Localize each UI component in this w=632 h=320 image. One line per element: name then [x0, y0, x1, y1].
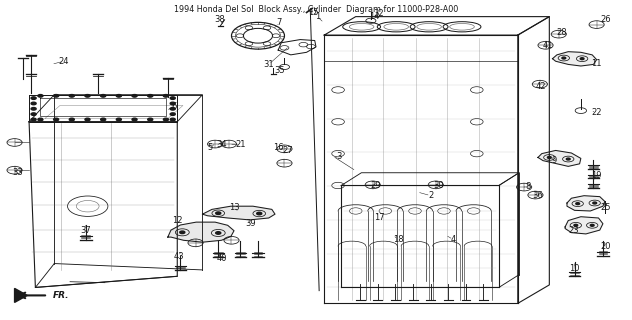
- Circle shape: [574, 224, 578, 226]
- Text: 10: 10: [569, 264, 580, 274]
- Polygon shape: [567, 196, 605, 211]
- Circle shape: [593, 202, 597, 204]
- Circle shape: [31, 102, 36, 105]
- Text: 36: 36: [533, 190, 544, 200]
- Circle shape: [216, 212, 221, 214]
- Circle shape: [38, 118, 43, 121]
- Circle shape: [170, 102, 175, 105]
- Circle shape: [31, 108, 36, 110]
- Circle shape: [164, 94, 169, 97]
- Circle shape: [116, 118, 121, 121]
- Text: 11: 11: [592, 59, 602, 68]
- Circle shape: [179, 231, 185, 234]
- Circle shape: [547, 156, 551, 158]
- Circle shape: [70, 118, 75, 121]
- Text: 12: 12: [172, 216, 183, 225]
- Text: 13: 13: [229, 203, 240, 212]
- Text: 6: 6: [171, 102, 177, 111]
- Text: 5: 5: [207, 143, 213, 152]
- Text: 1: 1: [315, 12, 320, 21]
- Circle shape: [566, 158, 570, 160]
- Polygon shape: [565, 217, 603, 234]
- Text: 14: 14: [368, 12, 379, 21]
- Circle shape: [257, 212, 262, 215]
- Text: FR.: FR.: [52, 291, 69, 300]
- Text: 38: 38: [214, 15, 225, 24]
- Text: 24: 24: [59, 57, 69, 66]
- Circle shape: [132, 118, 137, 121]
- Text: 42: 42: [536, 82, 547, 91]
- Text: 18: 18: [392, 235, 403, 244]
- Text: 22: 22: [592, 108, 602, 117]
- Text: 20: 20: [601, 242, 611, 251]
- Text: 31: 31: [264, 60, 274, 69]
- Text: 28: 28: [557, 28, 568, 37]
- Circle shape: [590, 224, 594, 226]
- Circle shape: [70, 94, 75, 97]
- Text: 35: 35: [274, 66, 285, 75]
- Text: 32: 32: [374, 9, 384, 18]
- Text: 4: 4: [451, 235, 456, 244]
- Text: 1994 Honda Del Sol  Block Assy., Cylinder  Diagram for 11000-P28-A00: 1994 Honda Del Sol Block Assy., Cylinder…: [174, 5, 458, 14]
- Text: 25: 25: [601, 203, 611, 212]
- Circle shape: [31, 97, 36, 100]
- Circle shape: [580, 58, 584, 60]
- Text: 37: 37: [80, 226, 91, 235]
- Text: 21: 21: [235, 140, 246, 148]
- Circle shape: [38, 94, 43, 97]
- Circle shape: [170, 108, 175, 110]
- Text: 29: 29: [370, 181, 380, 190]
- Circle shape: [576, 203, 580, 204]
- Circle shape: [148, 118, 153, 121]
- Circle shape: [170, 113, 175, 116]
- Circle shape: [100, 118, 106, 121]
- Circle shape: [54, 118, 59, 121]
- Text: 8: 8: [525, 182, 531, 191]
- Polygon shape: [552, 52, 597, 66]
- Circle shape: [85, 118, 90, 121]
- Text: 2: 2: [428, 191, 434, 200]
- Circle shape: [31, 118, 36, 121]
- Circle shape: [148, 94, 153, 97]
- Polygon shape: [202, 206, 275, 220]
- Polygon shape: [168, 222, 234, 242]
- Polygon shape: [538, 150, 581, 166]
- Circle shape: [164, 118, 169, 121]
- Text: 7: 7: [277, 18, 282, 27]
- Circle shape: [31, 113, 36, 116]
- Text: 19: 19: [592, 172, 602, 180]
- Circle shape: [170, 118, 175, 121]
- Polygon shape: [15, 288, 27, 302]
- Circle shape: [170, 97, 175, 100]
- Text: 9: 9: [551, 156, 556, 165]
- Circle shape: [562, 57, 566, 59]
- Text: 33: 33: [13, 168, 23, 177]
- Circle shape: [85, 94, 90, 97]
- Text: 41: 41: [542, 41, 553, 50]
- Text: 26: 26: [601, 15, 611, 24]
- Text: 17: 17: [374, 213, 384, 222]
- Circle shape: [132, 94, 137, 97]
- Text: 39: 39: [246, 219, 257, 228]
- Text: 34: 34: [216, 140, 227, 148]
- Circle shape: [116, 94, 121, 97]
- Text: 3: 3: [337, 152, 342, 161]
- Text: 27: 27: [283, 146, 293, 155]
- Text: 40: 40: [216, 254, 227, 263]
- Text: 43: 43: [173, 252, 184, 261]
- Circle shape: [216, 232, 221, 234]
- Circle shape: [54, 94, 59, 97]
- Text: 15: 15: [308, 8, 318, 17]
- Text: 23: 23: [568, 226, 579, 235]
- Text: 16: 16: [273, 143, 284, 152]
- Circle shape: [100, 94, 106, 97]
- Text: 30: 30: [433, 181, 444, 190]
